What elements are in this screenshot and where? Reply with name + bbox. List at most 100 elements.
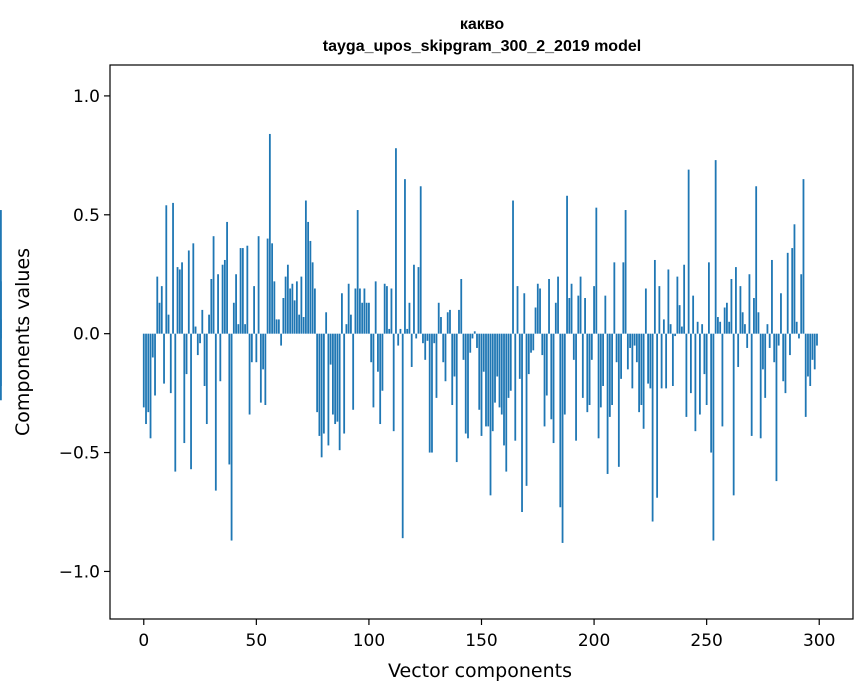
bar bbox=[579, 276, 582, 334]
bar bbox=[669, 324, 672, 334]
bar bbox=[766, 324, 769, 334]
bar bbox=[807, 333, 809, 377]
bar bbox=[365, 302, 368, 334]
x-tick-label: 300 bbox=[803, 631, 835, 651]
bar bbox=[169, 333, 172, 394]
bar bbox=[386, 286, 388, 334]
bar bbox=[735, 267, 737, 334]
bar bbox=[368, 302, 370, 334]
x-axis: 0 50 100 150 200 250 300 bbox=[138, 619, 835, 651]
bar bbox=[642, 333, 645, 429]
bar bbox=[322, 333, 325, 434]
bar bbox=[503, 333, 505, 446]
bar bbox=[266, 238, 269, 334]
bar bbox=[313, 288, 316, 334]
bar bbox=[581, 333, 584, 398]
bar bbox=[717, 317, 719, 334]
bar bbox=[802, 179, 805, 334]
bar bbox=[649, 333, 652, 389]
bar bbox=[559, 333, 562, 508]
bar bbox=[804, 333, 807, 417]
bar bbox=[635, 333, 638, 363]
bar bbox=[379, 333, 382, 425]
bar bbox=[167, 314, 170, 334]
bar bbox=[246, 245, 249, 334]
bar bbox=[527, 333, 530, 375]
bar bbox=[795, 321, 798, 334]
bar bbox=[334, 333, 337, 425]
bar bbox=[433, 333, 436, 344]
bar bbox=[154, 333, 156, 396]
bar bbox=[208, 314, 210, 334]
bar bbox=[674, 333, 677, 337]
bar bbox=[194, 326, 197, 334]
bar bbox=[622, 262, 625, 334]
bar bbox=[356, 210, 359, 334]
bar bbox=[223, 259, 226, 334]
bar bbox=[550, 333, 553, 420]
bar bbox=[518, 333, 521, 379]
bar bbox=[539, 288, 541, 334]
bar bbox=[611, 333, 613, 406]
bar bbox=[644, 288, 647, 334]
bar bbox=[406, 328, 409, 334]
bar bbox=[473, 331, 476, 334]
bar bbox=[390, 288, 393, 334]
bar bbox=[647, 333, 650, 384]
bar bbox=[277, 319, 280, 334]
bar bbox=[399, 328, 402, 334]
bar bbox=[687, 169, 690, 334]
bar bbox=[599, 333, 602, 408]
bar bbox=[280, 333, 283, 346]
bar bbox=[221, 264, 224, 334]
bar bbox=[201, 309, 204, 334]
bar bbox=[590, 333, 593, 360]
bar bbox=[311, 262, 314, 334]
bar bbox=[696, 321, 699, 334]
bar bbox=[816, 333, 818, 346]
bar bbox=[422, 333, 424, 344]
bar bbox=[489, 333, 492, 496]
bar bbox=[566, 195, 568, 334]
bar bbox=[712, 333, 715, 541]
bar bbox=[244, 324, 246, 334]
bar bbox=[352, 333, 355, 410]
bar bbox=[485, 333, 487, 427]
bar bbox=[262, 333, 264, 370]
bar bbox=[793, 224, 796, 334]
bar bbox=[640, 333, 643, 406]
bar bbox=[160, 286, 163, 334]
bar bbox=[163, 333, 165, 384]
bar bbox=[435, 333, 438, 398]
bar bbox=[476, 333, 478, 348]
bar bbox=[523, 293, 526, 334]
x-tick-label: 100 bbox=[353, 631, 385, 651]
bar bbox=[719, 321, 722, 334]
bar bbox=[151, 333, 154, 358]
bar bbox=[345, 324, 348, 334]
bar bbox=[404, 179, 406, 334]
bar bbox=[703, 333, 706, 375]
bar bbox=[786, 252, 789, 334]
bar bbox=[327, 333, 330, 446]
bar bbox=[268, 133, 271, 334]
bar bbox=[318, 333, 321, 436]
bar bbox=[469, 333, 472, 353]
bar bbox=[0, 333, 2, 386]
x-tick-label: 250 bbox=[690, 631, 722, 651]
bar bbox=[512, 200, 514, 334]
bar bbox=[586, 333, 589, 413]
bar bbox=[507, 333, 510, 398]
bar bbox=[354, 288, 357, 334]
x-tick-label: 50 bbox=[246, 631, 268, 651]
bar bbox=[295, 281, 298, 334]
bar bbox=[626, 333, 629, 370]
y-tick-label: −0.5 bbox=[59, 444, 100, 464]
bar bbox=[777, 333, 780, 346]
bar bbox=[791, 248, 794, 334]
bar bbox=[701, 324, 704, 334]
bar bbox=[631, 333, 634, 389]
bar bbox=[482, 333, 485, 372]
bar bbox=[809, 333, 812, 386]
bar bbox=[185, 333, 188, 375]
